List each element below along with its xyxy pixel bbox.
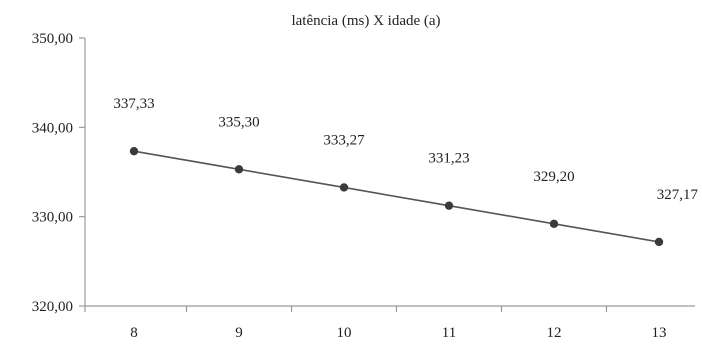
chart-title: latência (ms) X idade (a) [291,13,440,29]
data-point [549,219,559,229]
y-tick-label: 350,00 [32,31,73,47]
x-tick-label: 12 [547,325,562,341]
data-point [444,201,454,210]
series-layer [129,146,664,247]
data-label: 331,23 [428,151,469,167]
y-tick-label: 320,00 [32,299,73,315]
series-line [133,150,660,243]
x-tick-label: 11 [442,325,456,341]
data-point [339,183,349,192]
data-point [129,146,139,156]
data-label: 335,30 [218,114,259,130]
y-axis-ticks: 320,00 330,00 340,00 350,00 [32,31,85,315]
y-tick-label: 330,00 [32,210,73,226]
data-labels: 337,33 335,30 333,27 331,23 329,20 327,17 [113,96,698,203]
x-tick-label: 9 [235,325,243,341]
data-label: 337,33 [113,96,154,112]
x-axis-ticks: 8 9 10 11 12 13 [84,306,667,341]
x-tick-label: 13 [652,325,667,341]
data-label: 327,17 [657,187,699,203]
x-tick-label: 10 [337,325,352,341]
data-label: 333,27 [323,132,365,148]
data-point [654,237,664,247]
x-tick-label: 8 [130,325,138,341]
y-tick-label: 340,00 [32,120,73,136]
data-point [234,165,244,174]
data-label: 329,20 [533,169,574,185]
